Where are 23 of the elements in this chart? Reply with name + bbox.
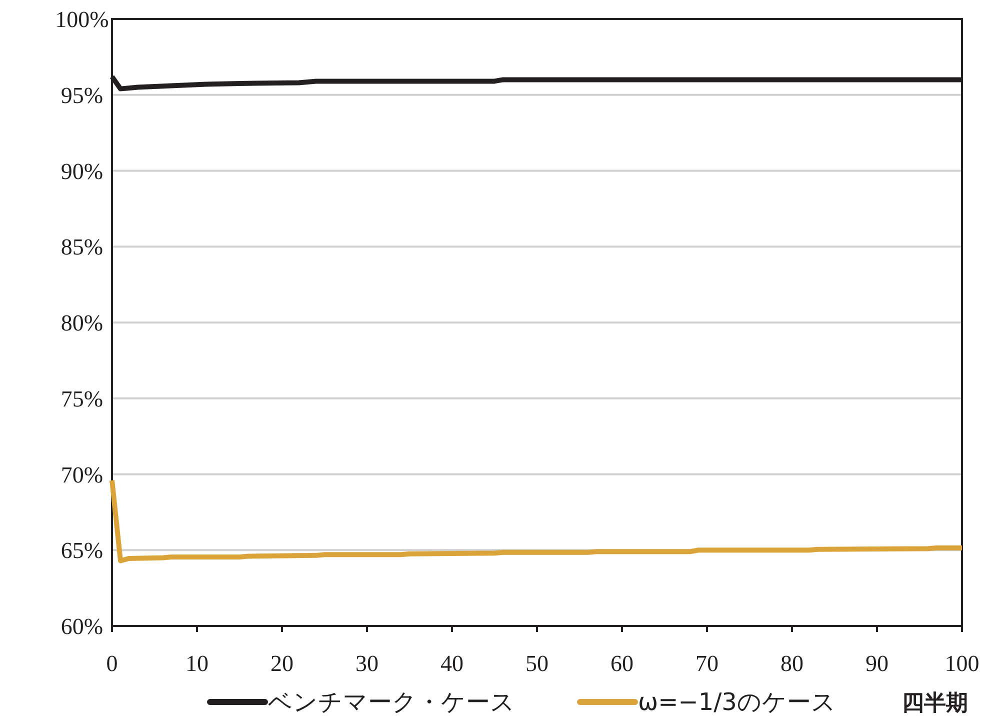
x-tick-label: 70 xyxy=(696,651,718,676)
legend-label: ベンチマーク・ケース xyxy=(268,688,515,716)
x-tick-label: 60 xyxy=(610,651,634,676)
y-tick-label: 60% xyxy=(60,614,104,639)
y-tick-label: 70% xyxy=(60,462,104,488)
y-tick-label: 100% xyxy=(55,7,109,32)
y-tick-label: 95% xyxy=(60,82,104,108)
x-tick-label: 20 xyxy=(270,651,294,676)
y-tick-label: 65% xyxy=(60,538,104,564)
y-tick-label: 80% xyxy=(60,310,104,336)
x-tick-label: 50 xyxy=(526,651,548,676)
x-tick-label: 40 xyxy=(440,651,464,676)
y-tick-label: 90% xyxy=(60,158,104,184)
x-tick-label: 0 xyxy=(106,651,118,676)
y-tick-label: 85% xyxy=(60,234,104,260)
x-tick-label: 90 xyxy=(866,651,888,676)
x-tick-label: 80 xyxy=(780,651,804,676)
y-tick-label: 75% xyxy=(60,386,104,412)
legend-label: ω=−1/3のケース xyxy=(638,688,836,716)
x-tick-label: 30 xyxy=(356,651,378,676)
x-tick-label: 10 xyxy=(186,651,208,676)
x-tick-label: 100 xyxy=(944,651,980,676)
x-axis-title: 四半期 xyxy=(902,691,968,716)
